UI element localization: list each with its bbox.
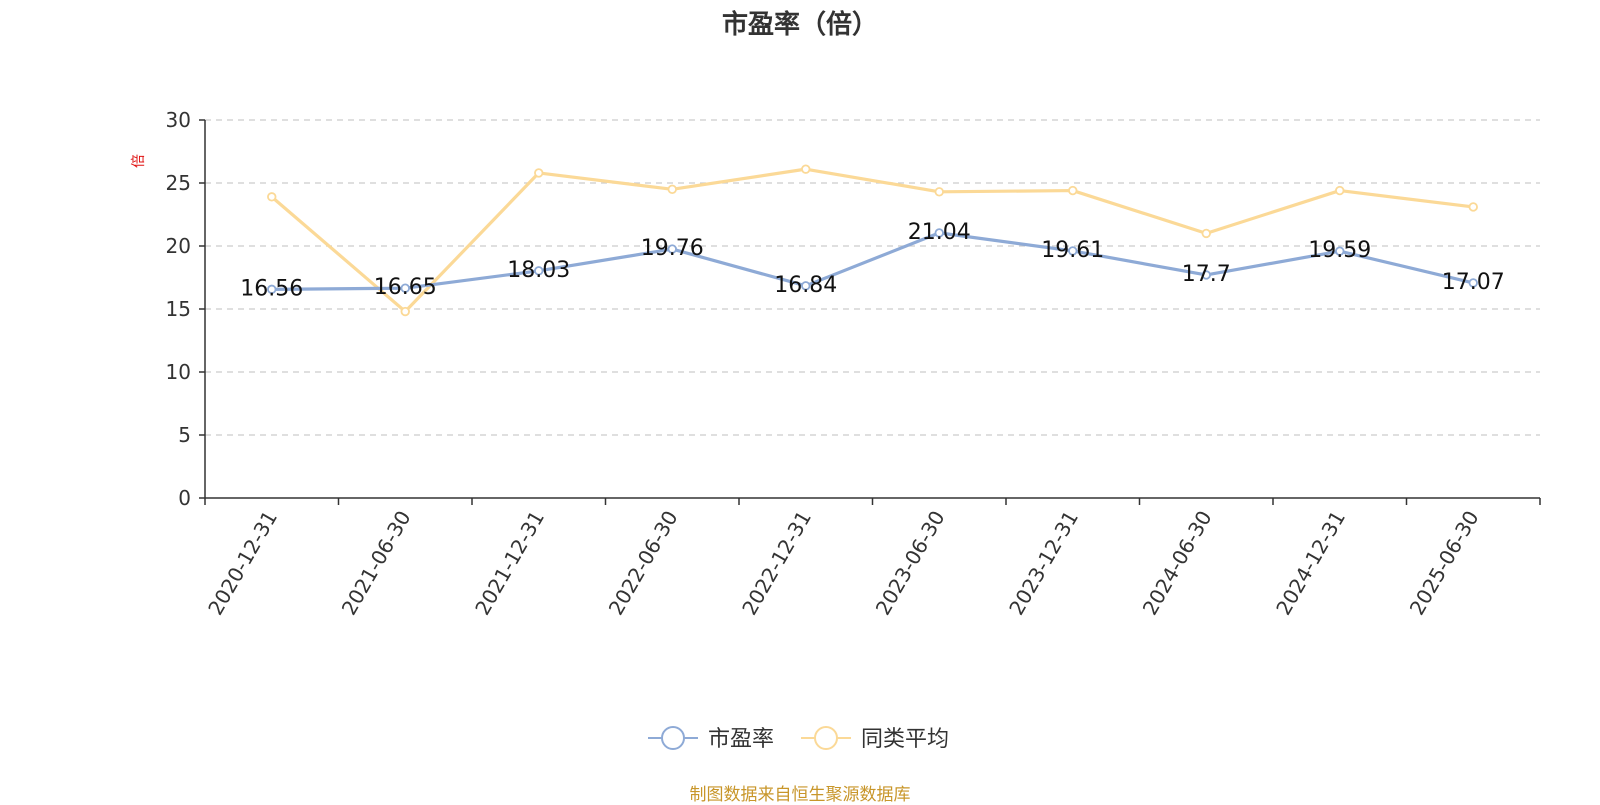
data-label: 19.61 — [1041, 238, 1104, 263]
data-point-市盈率[interactable] — [1068, 246, 1078, 256]
legend-label: 市盈率 — [708, 727, 774, 752]
data-point-同类平均[interactable] — [801, 164, 811, 174]
data-point-同类平均[interactable] — [1468, 202, 1478, 212]
data-label: 21.04 — [908, 220, 971, 245]
data-point-同类平均[interactable] — [1201, 228, 1211, 239]
legend-item-市盈率[interactable]: 市盈率 — [648, 726, 774, 752]
x-tick-label: 2021-12-31 — [470, 507, 549, 620]
data-label: 19.59 — [1308, 238, 1371, 263]
x-tick-label: 2020-12-31 — [203, 507, 282, 620]
data-source-note: 制图数据来自恒生聚源数据库 — [689, 785, 911, 805]
data-point-市盈率[interactable] — [400, 283, 410, 293]
grid-lines — [205, 119, 1540, 436]
data-point-市盈率[interactable] — [934, 228, 944, 238]
data-point-同类平均[interactable] — [400, 306, 410, 317]
legend[interactable]: 市盈率 同类平均 — [648, 726, 949, 752]
x-tick-label: 2024-12-31 — [1271, 507, 1350, 620]
legend-item-同类平均[interactable]: 同类平均 — [801, 726, 949, 752]
x-tick-label: 2023-06-30 — [871, 507, 950, 620]
x-tick-label: 2024-06-30 — [1138, 507, 1217, 620]
data-point-同类平均[interactable] — [1335, 185, 1345, 196]
x-tick-label: 2023-12-31 — [1004, 507, 1083, 620]
legend-circle-marker — [814, 726, 838, 750]
data-labels: 16.56 16.65 18.03 19.76 16.84 21.04 19.61 17.7 1… — [240, 220, 1504, 301]
data-point-同类平均[interactable] — [1068, 185, 1078, 196]
y-tick-label: 5 — [178, 423, 191, 447]
chart-title: 市盈率（倍） — [721, 10, 878, 40]
data-point-市盈率[interactable] — [267, 284, 277, 295]
x-tick-label: 2022-06-30 — [604, 507, 683, 620]
data-label: 17.07 — [1442, 270, 1505, 295]
data-point-同类平均[interactable] — [934, 187, 944, 197]
data-point-同类平均[interactable] — [534, 168, 544, 178]
y-tick-label: 25 — [166, 171, 191, 195]
series-line-市盈率 — [271, 231, 1474, 291]
legend-circle-marker — [661, 726, 685, 750]
y-tick-label: 20 — [166, 234, 191, 258]
data-point-市盈率[interactable] — [1468, 278, 1478, 288]
legend-label: 同类平均 — [861, 727, 949, 752]
data-point-同类平均[interactable] — [267, 192, 277, 202]
data-label: 19.76 — [641, 236, 704, 261]
y-tick-label: 30 — [166, 108, 191, 132]
data-label: 16.56 — [240, 276, 303, 301]
x-tick-label: 2022-12-31 — [737, 507, 816, 620]
axes: 0 5 10 15 20 25 30 2020-12-31 2021-06-30 2021-12-… — [166, 108, 1541, 620]
data-point-市盈率[interactable] — [1201, 270, 1211, 280]
data-label: 16.65 — [374, 275, 437, 300]
data-point-市盈率[interactable] — [1335, 246, 1345, 256]
y-tick-label: 10 — [166, 360, 191, 384]
y-axis-title: 倍 — [131, 154, 147, 168]
data-label: 16.84 — [774, 273, 837, 298]
data-label: 17.7 — [1182, 262, 1231, 287]
series-line-同类平均 — [270, 167, 1474, 314]
x-tick-label: 2025-06-30 — [1405, 507, 1484, 620]
data-point-同类平均[interactable] — [667, 184, 677, 194]
y-tick-label: 0 — [178, 486, 191, 510]
series-lines — [267, 164, 1478, 317]
x-tick-label: 2021-06-30 — [337, 507, 416, 620]
y-tick-label: 15 — [166, 297, 191, 321]
data-point-市盈率[interactable] — [534, 266, 544, 276]
data-point-市盈率[interactable] — [801, 281, 811, 291]
data-label: 18.03 — [507, 258, 570, 283]
data-point-市盈率[interactable] — [667, 244, 677, 254]
